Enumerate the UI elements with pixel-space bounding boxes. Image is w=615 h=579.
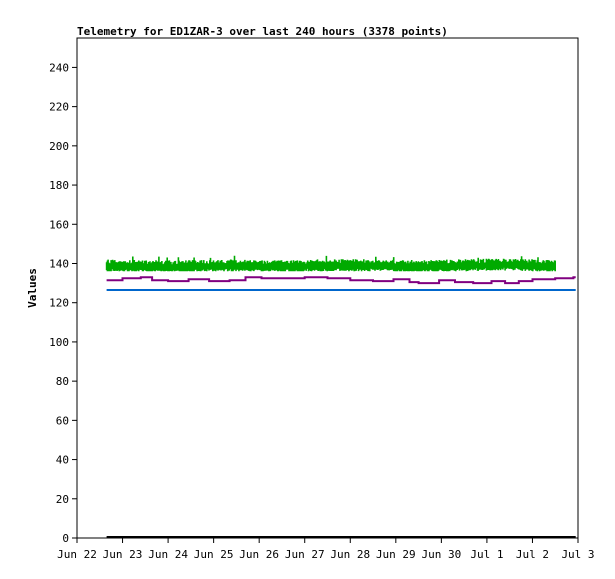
series-layer (105, 255, 576, 538)
x-tick-label: Jun 25 (194, 548, 234, 561)
y-tick-label: 220 (49, 101, 69, 114)
y-tick-label: 240 (49, 61, 69, 74)
x-tick-label: Jun 22 (57, 548, 97, 561)
x-tick-label: Jul 2 (516, 548, 549, 561)
y-tick-label: 80 (56, 375, 69, 388)
x-tick-label: Jul 3 (561, 548, 594, 561)
series-1-line (106, 276, 576, 285)
series-0-line (105, 255, 556, 272)
y-axis-label: Values (26, 268, 39, 308)
y-axis: 0 20 40 60 80 100 120 140 160 180 200 220 240 (49, 61, 77, 545)
y-tick-label: 180 (49, 179, 69, 192)
y-tick-label: 40 (56, 454, 69, 467)
y-tick-label: 20 (56, 493, 69, 506)
x-tick-label: Jun 23 (103, 548, 143, 561)
y-tick-label: 140 (49, 257, 69, 270)
x-tick-label: Jun 24 (148, 548, 188, 561)
x-tick-label: Jul 1 (470, 548, 503, 561)
chart-title: Telemetry for ED1ZAR-3 over last 240 hou… (77, 25, 448, 38)
x-tick-label: Jun 26 (239, 548, 279, 561)
x-tick-label: Jun 29 (376, 548, 416, 561)
x-tick-label: Jun 27 (285, 548, 325, 561)
y-tick-label: 0 (62, 532, 69, 545)
y-tick-label: 60 (56, 414, 69, 427)
x-tick-label: Jun 30 (421, 548, 461, 561)
y-tick-label: 100 (49, 336, 69, 349)
x-tick-label: Jun 28 (330, 548, 370, 561)
x-axis: Jun 22 Jun 23 Jun 24 Jun 25 Jun 26 Jun 27 Jun … (57, 538, 595, 561)
plot-frame (76, 37, 579, 539)
y-tick-label: 160 (49, 218, 69, 231)
y-tick-label: 120 (49, 297, 69, 310)
y-tick-label: 200 (49, 140, 69, 153)
